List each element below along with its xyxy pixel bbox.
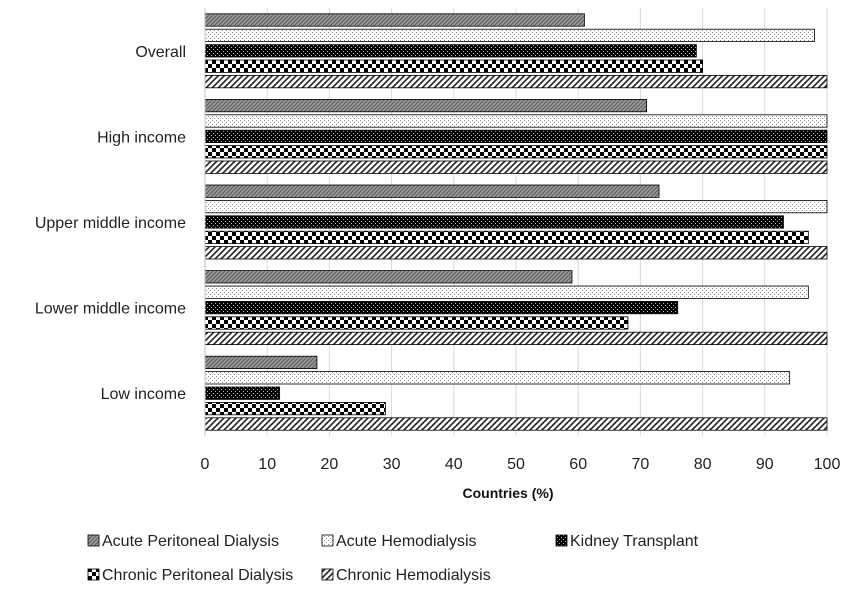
bar-chronic-peritoneal-dialysis-lower-middle-income <box>204 316 629 330</box>
legend-swatch-acute-hemodialysis <box>321 534 334 547</box>
legend-swatch-kidney-transplant <box>555 534 568 547</box>
x-tick-label: 50 <box>507 456 525 473</box>
x-axis-title: Countries (%) <box>463 485 554 501</box>
x-tick-label: 80 <box>694 456 712 473</box>
x-tick-label: 90 <box>756 456 774 473</box>
bar-acute-peritoneal-dialysis-upper-middle-income <box>204 184 660 198</box>
legend-label-acute-hemodialysis: Acute Hemodialysis <box>336 533 477 550</box>
legend-swatch-chronic-hemodialysis <box>321 568 334 581</box>
legend: Acute Peritoneal Dialysis Acute Hemodialy… <box>87 533 699 584</box>
bar-chronic-peritoneal-dialysis-high-income <box>204 145 828 159</box>
bar-kidney-transplant-upper-middle-income <box>204 215 784 229</box>
category-label-low-income: Low income <box>101 386 186 403</box>
category-label-high-income: High income <box>97 129 186 146</box>
bar-acute-peritoneal-dialysis-low-income <box>204 355 318 370</box>
legend-label-kidney-transplant: Kidney Transplant <box>570 533 699 550</box>
bar-kidney-transplant-low-income <box>204 386 281 400</box>
x-tick-label: 30 <box>383 456 401 473</box>
bar-chronic-hemodialysis-low-income <box>204 417 828 431</box>
category-label-overall: Overall <box>135 44 186 61</box>
bar-kidney-transplant-lower-middle-income <box>204 300 679 315</box>
bar-acute-hemodialysis-high-income <box>204 114 828 128</box>
bar-chronic-hemodialysis-high-income <box>204 160 828 174</box>
bars <box>204 13 828 431</box>
category-label-upper-middle-income: Upper middle income <box>35 215 186 232</box>
bar-acute-hemodialysis-overall <box>204 28 815 43</box>
bar-chronic-hemodialysis-overall <box>204 75 828 89</box>
legend-label-chronic-hemodialysis: Chronic Hemodialysis <box>336 567 491 584</box>
bar-acute-peritoneal-dialysis-lower-middle-income <box>204 270 573 284</box>
bar-chronic-hemodialysis-lower-middle-income <box>204 331 828 346</box>
bar-kidney-transplant-high-income <box>204 129 828 143</box>
bar-kidney-transplant-overall <box>204 44 697 58</box>
bar-acute-peritoneal-dialysis-overall <box>204 13 585 27</box>
bar-chronic-hemodialysis-upper-middle-income <box>204 246 828 260</box>
x-tick-label: 70 <box>632 456 650 473</box>
bar-chronic-peritoneal-dialysis-low-income <box>204 401 386 416</box>
x-tick-label: 100 <box>814 456 841 473</box>
axes: 0 10 20 30 40 50 60 70 80 90 100 Overall High income… <box>35 8 841 473</box>
legend-label-chronic-peritoneal-dialysis: Chronic Peritoneal Dialysis <box>102 567 293 584</box>
bar-chronic-peritoneal-dialysis-upper-middle-income <box>204 230 809 244</box>
bar-chronic-peritoneal-dialysis-overall <box>204 59 704 73</box>
bar-acute-hemodialysis-low-income <box>204 371 791 385</box>
x-tick-label: 10 <box>258 456 276 473</box>
category-label-lower-middle-income: Lower middle income <box>35 301 186 318</box>
x-tick-label: 60 <box>569 456 587 473</box>
x-tick-label: 20 <box>321 456 339 473</box>
legend-label-acute-peritoneal-dialysis: Acute Peritoneal Dialysis <box>102 533 279 550</box>
x-tick-label: 40 <box>445 456 463 473</box>
bar-acute-hemodialysis-upper-middle-income <box>204 199 828 214</box>
x-tick-label: 0 <box>201 456 210 473</box>
legend-swatch-acute-peritoneal-dialysis <box>87 534 100 547</box>
bar-acute-hemodialysis-lower-middle-income <box>204 285 809 299</box>
bar-acute-peritoneal-dialysis-high-income <box>204 99 648 113</box>
legend-swatch-chronic-peritoneal-dialysis <box>87 568 100 581</box>
